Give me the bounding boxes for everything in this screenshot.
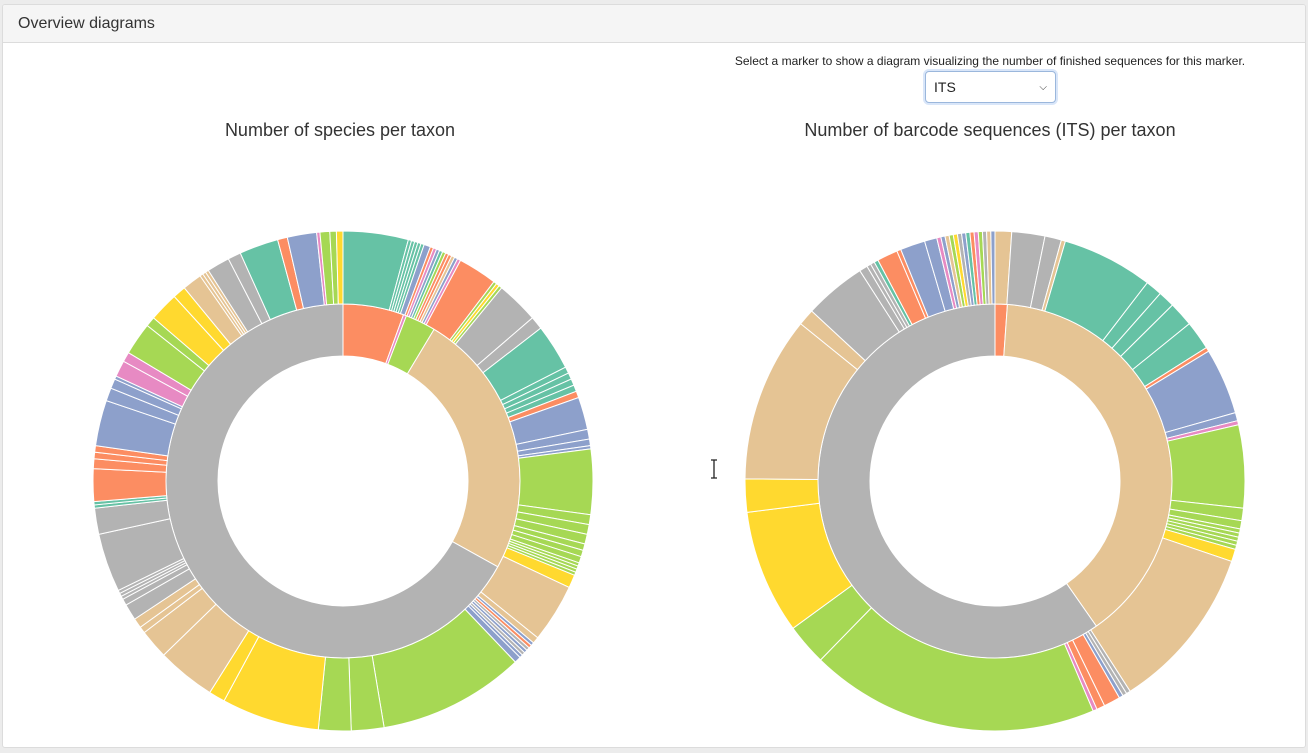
outer-ring-segment[interactable] [517,448,594,516]
left-chart-title: Number of species per taxon [224,120,456,140]
text-cursor-icon [711,459,717,479]
marker-select[interactable]: ITS ⌵ [925,71,1056,103]
marker-hint: Select a marker to show a diagram visual… [734,54,1246,68]
sequences-sunburst-chart[interactable] [742,228,1248,734]
panel-heading: Overview diagrams [3,5,1305,43]
right-chart-title: Number of barcode sequences (ITS) per ta… [804,120,1176,140]
outer-ring-segment[interactable] [990,230,996,305]
marker-select-value: ITS [934,79,956,95]
species-sunburst-chart[interactable] [90,228,596,734]
outer-ring-segment[interactable] [92,468,168,503]
chevron-down-icon: ⌵ [1039,81,1047,93]
outer-ring-segment[interactable] [335,230,344,305]
